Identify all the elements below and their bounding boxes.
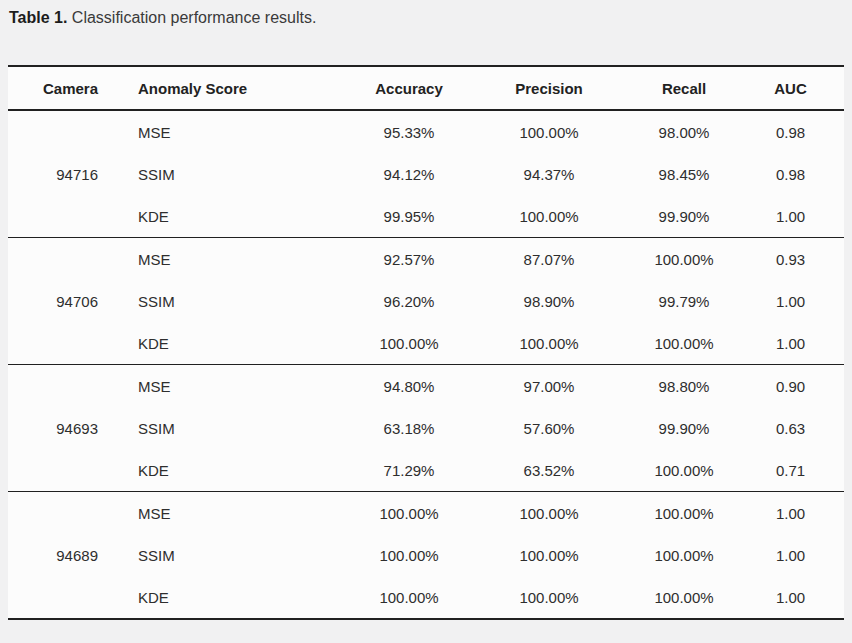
- accuracy-cell: 63.18%: [339, 407, 479, 449]
- table-row: 94693 MSE 94.80% 97.00% 98.80% 0.90: [8, 365, 844, 408]
- anomaly-score-cell: KDE: [98, 576, 339, 619]
- header-recall: Recall: [619, 66, 749, 110]
- precision-cell: 98.90%: [479, 280, 619, 322]
- accuracy-cell: 99.95%: [339, 195, 479, 238]
- accuracy-cell: 95.33%: [339, 110, 479, 153]
- accuracy-cell: 100.00%: [339, 576, 479, 619]
- precision-cell: 100.00%: [479, 492, 619, 535]
- precision-cell: 100.00%: [479, 576, 619, 619]
- anomaly-score-cell: KDE: [98, 195, 339, 238]
- precision-cell: 100.00%: [479, 110, 619, 153]
- accuracy-cell: 71.29%: [339, 449, 479, 492]
- table-row: SSIM 100.00% 100.00% 100.00% 1.00: [8, 534, 844, 576]
- recall-cell: 100.00%: [619, 492, 749, 535]
- precision-cell: 63.52%: [479, 449, 619, 492]
- auc-cell: 0.90: [749, 365, 844, 408]
- accuracy-cell: 100.00%: [339, 534, 479, 576]
- table-row: SSIM 63.18% 57.60% 99.90% 0.63: [8, 407, 844, 449]
- table-row: KDE 100.00% 100.00% 100.00% 1.00: [8, 576, 844, 619]
- recall-cell: 100.00%: [619, 238, 749, 281]
- auc-cell: 0.98: [749, 153, 844, 195]
- header-row: Camera Anomaly Score Accuracy Precision …: [8, 66, 844, 110]
- precision-cell: 57.60%: [479, 407, 619, 449]
- anomaly-score-cell: MSE: [98, 110, 339, 153]
- recall-cell: 100.00%: [619, 322, 749, 365]
- anomaly-score-cell: KDE: [98, 449, 339, 492]
- recall-cell: 99.79%: [619, 280, 749, 322]
- accuracy-cell: 100.00%: [339, 492, 479, 535]
- anomaly-score-cell: MSE: [98, 492, 339, 535]
- precision-cell: 100.00%: [479, 322, 619, 365]
- precision-cell: 87.07%: [479, 238, 619, 281]
- auc-cell: 1.00: [749, 322, 844, 365]
- header-auc: AUC: [749, 66, 844, 110]
- header-precision: Precision: [479, 66, 619, 110]
- auc-cell: 1.00: [749, 280, 844, 322]
- header-camera: Camera: [8, 66, 98, 110]
- table-caption: Table 1. Classification performance resu…: [0, 0, 852, 27]
- table-row: SSIM 94.12% 94.37% 98.45% 0.98: [8, 153, 844, 195]
- anomaly-score-cell: SSIM: [98, 280, 339, 322]
- table-row: 94716 MSE 95.33% 100.00% 98.00% 0.98: [8, 110, 844, 153]
- auc-cell: 0.63: [749, 407, 844, 449]
- camera-id-cell: 94689: [8, 492, 98, 620]
- table-row: 94706 MSE 92.57% 87.07% 100.00% 0.93: [8, 238, 844, 281]
- table-row: KDE 99.95% 100.00% 99.90% 1.00: [8, 195, 844, 238]
- anomaly-score-cell: SSIM: [98, 534, 339, 576]
- auc-cell: 1.00: [749, 195, 844, 238]
- auc-cell: 0.93: [749, 238, 844, 281]
- camera-id-cell: 94706: [8, 238, 98, 365]
- accuracy-cell: 100.00%: [339, 322, 479, 365]
- header-accuracy: Accuracy: [339, 66, 479, 110]
- camera-group-94706: 94706 MSE 92.57% 87.07% 100.00% 0.93 SSI…: [8, 238, 844, 365]
- auc-cell: 1.00: [749, 576, 844, 619]
- precision-cell: 94.37%: [479, 153, 619, 195]
- table-row: KDE 71.29% 63.52% 100.00% 0.71: [8, 449, 844, 492]
- auc-cell: 0.98: [749, 110, 844, 153]
- anomaly-score-cell: MSE: [98, 238, 339, 281]
- table-row: 94689 MSE 100.00% 100.00% 100.00% 1.00: [8, 492, 844, 535]
- recall-cell: 100.00%: [619, 449, 749, 492]
- anomaly-score-cell: KDE: [98, 322, 339, 365]
- recall-cell: 98.00%: [619, 110, 749, 153]
- camera-id-cell: 94693: [8, 365, 98, 492]
- accuracy-cell: 94.80%: [339, 365, 479, 408]
- table-caption-label: Table 1.: [9, 9, 67, 26]
- anomaly-score-cell: SSIM: [98, 407, 339, 449]
- camera-id-cell: 94716: [8, 110, 98, 238]
- camera-group-94693: 94693 MSE 94.80% 97.00% 98.80% 0.90 SSIM…: [8, 365, 844, 492]
- recall-cell: 98.45%: [619, 153, 749, 195]
- accuracy-cell: 94.12%: [339, 153, 479, 195]
- table-row: KDE 100.00% 100.00% 100.00% 1.00: [8, 322, 844, 365]
- recall-cell: 100.00%: [619, 576, 749, 619]
- accuracy-cell: 92.57%: [339, 238, 479, 281]
- camera-group-94716: 94716 MSE 95.33% 100.00% 98.00% 0.98 SSI…: [8, 110, 844, 238]
- recall-cell: 99.90%: [619, 195, 749, 238]
- auc-cell: 1.00: [749, 492, 844, 535]
- table-caption-text: Classification performance results.: [72, 9, 317, 26]
- accuracy-cell: 96.20%: [339, 280, 479, 322]
- camera-group-94689: 94689 MSE 100.00% 100.00% 100.00% 1.00 S…: [8, 492, 844, 620]
- precision-cell: 100.00%: [479, 534, 619, 576]
- results-table: Camera Anomaly Score Accuracy Precision …: [8, 65, 844, 620]
- recall-cell: 100.00%: [619, 534, 749, 576]
- auc-cell: 1.00: [749, 534, 844, 576]
- header-anomaly-score: Anomaly Score: [98, 66, 339, 110]
- auc-cell: 0.71: [749, 449, 844, 492]
- table-header: Camera Anomaly Score Accuracy Precision …: [8, 66, 844, 110]
- precision-cell: 100.00%: [479, 195, 619, 238]
- recall-cell: 98.80%: [619, 365, 749, 408]
- page: Table 1. Classification performance resu…: [0, 0, 852, 643]
- precision-cell: 97.00%: [479, 365, 619, 408]
- anomaly-score-cell: MSE: [98, 365, 339, 408]
- anomaly-score-cell: SSIM: [98, 153, 339, 195]
- recall-cell: 99.90%: [619, 407, 749, 449]
- table-row: SSIM 96.20% 98.90% 99.79% 1.00: [8, 280, 844, 322]
